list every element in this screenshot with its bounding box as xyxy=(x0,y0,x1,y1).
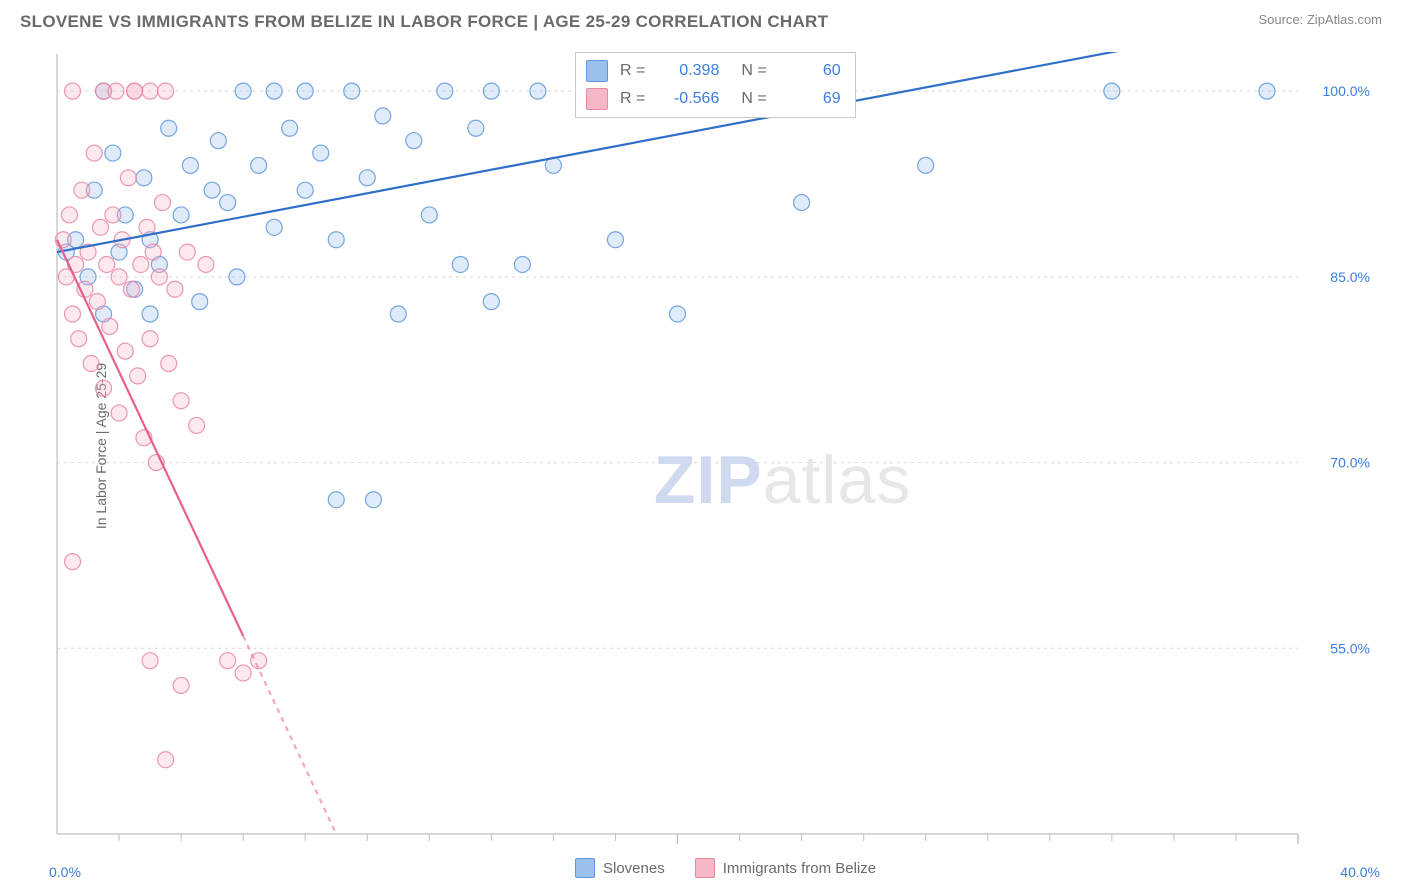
legend-swatch-slovenes xyxy=(586,60,608,82)
legend-swatch-belize xyxy=(586,88,608,110)
series-swatch-slovenes xyxy=(575,858,595,878)
chart-container: SLOVENE VS IMMIGRANTS FROM BELIZE IN LAB… xyxy=(0,0,1406,892)
legend-row-belize: R = -0.566 N = 69 xyxy=(586,85,841,113)
source-label: Source: ZipAtlas.com xyxy=(1258,12,1382,27)
legend-n-label: N = xyxy=(741,62,766,80)
series-legend: Slovenes Immigrants from Belize xyxy=(575,858,876,878)
legend-row-slovenes: R = 0.398 N = 60 xyxy=(586,57,841,85)
plot-area: ZIPatlas 55.0%70.0%85.0%100.0% R = 0.398… xyxy=(55,52,1378,844)
x-axis-max-label: 40.0% xyxy=(1340,864,1380,880)
legend-n-value: 60 xyxy=(779,62,841,80)
legend-r-value: 0.398 xyxy=(657,62,719,80)
series-swatch-belize xyxy=(695,858,715,878)
legend-r-label: R = xyxy=(620,62,645,80)
scatter-plot: 55.0% 70.0% 85.0% 100.0% xyxy=(55,52,1378,844)
correlation-legend: R = 0.398 N = 60 R = -0.566 N = 69 xyxy=(575,52,856,118)
legend-r-value: -0.566 xyxy=(657,90,719,108)
svg-text:100.0%: 100.0% xyxy=(1323,83,1370,99)
svg-text:55.0%: 55.0% xyxy=(1330,640,1370,656)
legend-n-value: 69 xyxy=(779,90,841,108)
svg-text:85.0%: 85.0% xyxy=(1330,269,1370,285)
chart-title: SLOVENE VS IMMIGRANTS FROM BELIZE IN LAB… xyxy=(20,12,1386,32)
x-axis-origin-label: 0.0% xyxy=(49,864,81,880)
series-legend-belize: Immigrants from Belize xyxy=(695,858,876,878)
series-label: Slovenes xyxy=(603,860,665,877)
series-label: Immigrants from Belize xyxy=(723,860,876,877)
legend-n-label: N = xyxy=(741,90,766,108)
svg-text:70.0%: 70.0% xyxy=(1330,455,1370,471)
legend-r-label: R = xyxy=(620,90,645,108)
series-legend-slovenes: Slovenes xyxy=(575,858,665,878)
